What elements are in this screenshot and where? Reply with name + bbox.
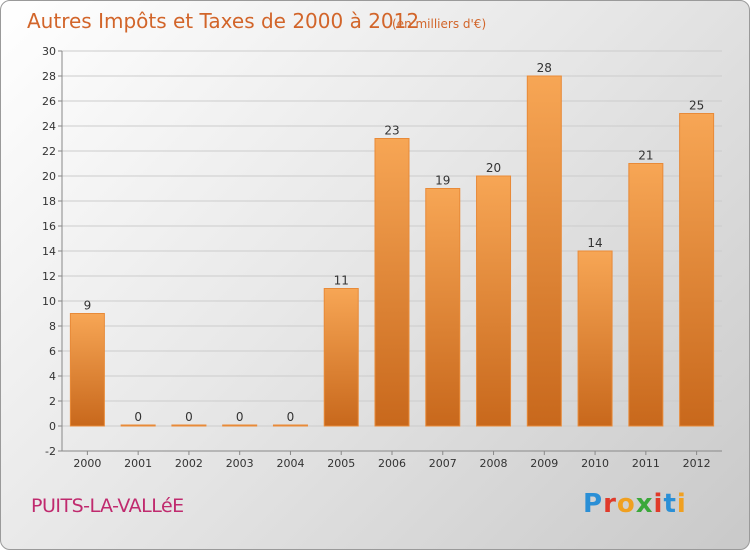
chart-unit: (en milliers d'€): [392, 17, 486, 31]
x-tick-label: 2010: [581, 457, 609, 470]
data-labels: 9 0 0 0 0 11 23 19 20 28 14 21 25: [84, 61, 705, 424]
y-tick-label: -2: [45, 445, 56, 458]
chart-title: Autres Impôts et Taxes de 2000 à 2012: [27, 9, 419, 33]
data-label-2002: 0: [185, 410, 193, 424]
y-tick-label: 22: [42, 145, 56, 158]
logo-letter: i: [676, 489, 687, 519]
data-label-2010: 14: [587, 236, 602, 250]
bar-2000[interactable]: [69, 313, 105, 427]
x-tick-label: 2002: [175, 457, 203, 470]
bars: [69, 75, 715, 427]
proxiti-logo[interactable]: Proxiti: [583, 489, 687, 519]
x-tick-label: 2000: [73, 457, 101, 470]
data-label-2000: 9: [84, 299, 92, 313]
y-tick-label: 28: [42, 70, 56, 83]
y-tick-label: 14: [42, 245, 56, 258]
y-tick-label: 26: [42, 95, 56, 108]
logo-letter: P: [583, 489, 604, 519]
bar-2012[interactable]: [679, 113, 715, 427]
bar-2001[interactable]: [120, 424, 156, 427]
bar-2007[interactable]: [425, 188, 461, 427]
x-tick-label: 2003: [226, 457, 254, 470]
y-tick-label: 18: [42, 195, 56, 208]
x-tick-label: 2006: [378, 457, 406, 470]
data-label-2008: 20: [486, 161, 501, 175]
logo-letter: t: [663, 489, 677, 519]
commune-name: PUITS-LA-VALLéE: [31, 495, 184, 517]
data-label-2006: 23: [384, 124, 399, 138]
data-label-2003: 0: [236, 410, 244, 424]
bar-2010[interactable]: [577, 250, 613, 427]
data-label-2005: 11: [334, 274, 349, 288]
data-label-2007: 19: [435, 174, 450, 188]
y-tick-label: 20: [42, 170, 56, 183]
x-tick-label: 2012: [683, 457, 711, 470]
logo-letter: r: [603, 489, 617, 519]
data-label-2009: 28: [537, 61, 552, 75]
bar-2011[interactable]: [628, 163, 664, 427]
y-tick-label: 2: [49, 395, 56, 408]
data-label-2011: 21: [638, 149, 653, 163]
y-tick-label: 0: [49, 420, 56, 433]
data-label-2012: 25: [689, 99, 704, 113]
x-tick-label: 2009: [530, 457, 558, 470]
x-tick-label: 2001: [124, 457, 152, 470]
y-tick-label: 6: [49, 345, 56, 358]
y-tick-label: 30: [42, 45, 56, 58]
bar-2006[interactable]: [374, 138, 410, 427]
x-tick-label: 2007: [429, 457, 457, 470]
bar-2005[interactable]: [323, 288, 359, 427]
logo-letter: x: [635, 489, 654, 519]
bar-2002[interactable]: [171, 424, 207, 427]
logo-letter: o: [616, 489, 636, 519]
bar-2008[interactable]: [476, 175, 512, 427]
y-tick-label: 4: [49, 370, 56, 383]
x-tick-label: 2004: [276, 457, 304, 470]
logo-letter: i: [653, 489, 664, 519]
y-tick-label: 10: [42, 295, 56, 308]
data-label-2004: 0: [287, 410, 295, 424]
x-tick-label: 2011: [632, 457, 660, 470]
y-tick-label: 8: [49, 320, 56, 333]
x-tick-label: 2005: [327, 457, 355, 470]
y-tick-label: 12: [42, 270, 56, 283]
bar-2003[interactable]: [222, 424, 258, 427]
data-label-2001: 0: [134, 410, 142, 424]
y-tick-label: 24: [42, 120, 56, 133]
x-tick-label: 2008: [480, 457, 508, 470]
bar-2009[interactable]: [526, 75, 562, 427]
y-tick-label: 16: [42, 220, 56, 233]
bar-2004[interactable]: [272, 424, 308, 427]
